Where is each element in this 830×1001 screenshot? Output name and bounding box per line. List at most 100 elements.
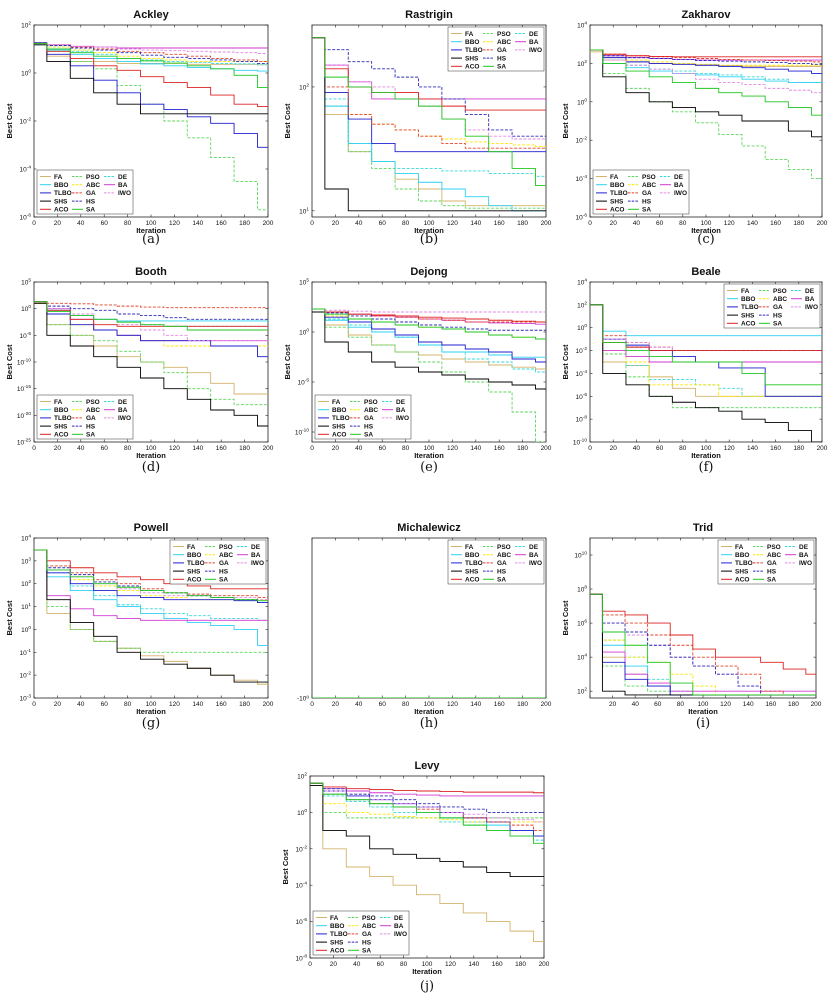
legend-label-sa: SA <box>219 577 228 584</box>
y-tick-label: 104 <box>577 278 587 287</box>
legend-label-pso: PSO <box>767 544 781 551</box>
x-tick-label: 100 <box>146 701 157 708</box>
x-tick-label: 0 <box>310 445 314 452</box>
panel-ackley: Ackley 0 20 40 60 80 100 120 140 160 180 200 10-6 10-… <box>5 9 274 247</box>
series-group <box>590 49 822 180</box>
series-line-pso <box>310 785 544 819</box>
legend-label-ba: BA <box>799 552 809 559</box>
x-tick-label: 40 <box>355 445 363 452</box>
legend-label-abc: ABC <box>642 182 656 189</box>
legend-label-pso: PSO <box>86 174 100 181</box>
legend-label-de: DE <box>251 544 261 551</box>
legend-label-sa: SA <box>773 321 782 328</box>
chart-title: Beale <box>691 266 720 278</box>
panel-caption: (g) <box>142 716 160 731</box>
y-tick-label: 105 <box>299 278 309 287</box>
legend-label-abc: ABC <box>497 552 511 559</box>
y-tick-label: 10-10 <box>17 358 31 367</box>
legend-label-hs: HS <box>642 198 652 205</box>
y-tick-label: 101 <box>21 602 31 611</box>
series-line-sa <box>312 37 546 186</box>
legend-label-sa: SA <box>642 207 651 214</box>
x-tick-label: 0 <box>32 445 36 452</box>
x-tick-label: 20 <box>332 701 340 708</box>
legend-box <box>312 910 410 956</box>
panel-trid: Trid 20 40 60 80 100 120 140 160 180 200 102 104 106 1… <box>561 522 822 731</box>
series-line-ga <box>34 42 268 62</box>
legend-label-shs: SHS <box>610 198 624 205</box>
legend-label-aco: ACO <box>610 207 624 214</box>
y-tick-label: 10-6 <box>576 392 588 401</box>
legend-label-iwo: IWO <box>396 415 409 422</box>
x-tick-label: 80 <box>402 445 410 452</box>
y-tick-label: 100 <box>21 304 31 313</box>
series-line-sa <box>590 593 816 696</box>
legend-label-sa: SA <box>362 948 371 955</box>
legend-label-hs: HS <box>219 568 229 575</box>
legend-label-shs: SHS <box>187 568 201 575</box>
series-line-de <box>590 593 816 696</box>
legend-label-shs: SHS <box>54 198 68 205</box>
x-tick-label: 40 <box>632 701 640 708</box>
legend-box <box>169 539 267 585</box>
legend-label-ba: BA <box>805 296 815 303</box>
x-tick-label: 200 <box>541 445 552 452</box>
x-tick-label: 140 <box>192 701 203 708</box>
legend-label-fa: FA <box>465 544 474 551</box>
series-line-sa <box>34 301 268 331</box>
y-tick-label: 10-25 <box>17 438 31 447</box>
x-tick-label: 160 <box>494 701 505 708</box>
x-tick-label: 120 <box>169 220 180 227</box>
legend-box <box>717 539 815 585</box>
x-tick-label: 200 <box>539 961 550 968</box>
y-tick-label: -10⁰ <box>297 695 309 703</box>
y-axis-label: Best Cost <box>561 103 570 139</box>
legend-label-pso: PSO <box>364 399 378 406</box>
legend-label-iwo: IWO <box>118 190 131 197</box>
series-line-bbo <box>310 785 544 837</box>
x-tick-label: 0 <box>588 445 592 452</box>
legend-label-pso: PSO <box>362 915 376 922</box>
legend-label-hs: HS <box>86 198 96 205</box>
series-line-tlbo <box>590 49 822 74</box>
legend-label-aco: ACO <box>465 64 479 71</box>
legend-label-bbo: BBO <box>54 182 68 189</box>
y-tick-label: 10-8 <box>296 954 308 963</box>
y-tick-label: 10-5 <box>298 378 310 387</box>
x-tick-label: 20 <box>330 961 338 968</box>
x-tick-label: 180 <box>517 220 528 227</box>
legend-label-bbo: BBO <box>610 182 624 189</box>
series-group <box>34 42 268 211</box>
y-axis-label: Best Cost <box>5 600 14 636</box>
x-axis-label: Iteration <box>688 707 718 716</box>
legend: FA PSO DE BBO ABC BA TLBO GA IWO SHS HS ACO SA <box>36 394 134 440</box>
x-tick-label: 20 <box>332 220 340 227</box>
legend-label-de: DE <box>394 915 404 922</box>
x-tick-label: 120 <box>169 445 180 452</box>
y-tick-label: 100 <box>21 69 31 78</box>
series-line-shs <box>34 302 268 427</box>
legend-label-de: DE <box>805 288 815 295</box>
x-axis-label: Iteration <box>136 707 166 716</box>
y-tick-label: 100 <box>299 328 309 337</box>
x-axis-label: Iteration <box>414 226 444 235</box>
legend-label-aco: ACO <box>330 948 344 955</box>
legend-label-ba: BA <box>529 39 539 46</box>
legend-label-fa: FA <box>465 31 474 38</box>
x-tick-label: 80 <box>679 220 687 227</box>
legend-label-hs: HS <box>86 423 96 430</box>
series-group <box>310 782 544 943</box>
legend-label-ga: GA <box>364 415 374 422</box>
x-tick-label: 100 <box>146 220 157 227</box>
x-tick-label: 60 <box>101 220 109 227</box>
series-line-aco <box>590 593 816 675</box>
x-tick-label: 60 <box>101 701 109 708</box>
x-tick-label: 80 <box>124 445 132 452</box>
y-axis-label: Best Cost <box>283 103 292 139</box>
x-tick-label: 80 <box>679 445 687 452</box>
legend-label-fa: FA <box>332 399 341 406</box>
y-tick-label: 10-2 <box>20 117 32 126</box>
legend: FA PSO DE BBO ABC BA TLBO GA IWO SHS HS ACO SA <box>592 169 690 215</box>
y-tick-label: 10-4 <box>576 174 588 183</box>
y-tick-label: 102 <box>577 687 587 696</box>
